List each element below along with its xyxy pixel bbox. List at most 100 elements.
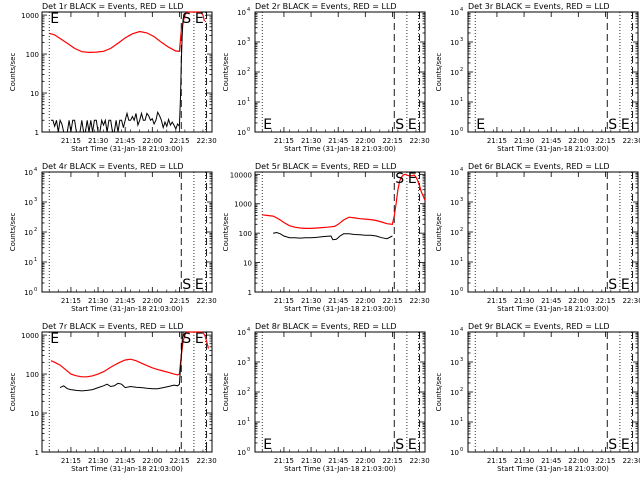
plot-frame	[254, 171, 426, 293]
event-marker-e: E	[195, 277, 204, 293]
x-tick-label: 22:30	[196, 457, 216, 465]
detector-panel-1: Det 1r BLACK = Events, RED = LLD 1 10 100 10…	[9, 2, 217, 153]
y-tick-label: 10	[237, 449, 246, 457]
y-tick-exponent: 1	[460, 257, 463, 263]
y-axis-label: Counts/sec	[435, 373, 443, 412]
event-marker-s: S	[395, 171, 404, 187]
y-tick-label: 10	[450, 199, 459, 207]
y-axis-label: Counts/sec	[222, 53, 230, 92]
x-tick-label: 22:30	[622, 137, 640, 145]
y-tick-exponent: 4	[460, 327, 463, 333]
y-tick-exponent: 4	[460, 167, 463, 173]
y-tick-label: 10	[24, 199, 33, 207]
panel-title: Det 4r BLACK = Events, RED = LLD	[42, 162, 184, 171]
y-tick-label: 10	[237, 129, 246, 137]
x-tick-label: 21:30	[301, 137, 321, 145]
x-tick-label: 21:45	[328, 457, 348, 465]
y-tick-label: 10	[450, 289, 459, 297]
detector-panel-5: Det 5r BLACK = Events, RED = LLD 1 10 100 10…	[222, 162, 430, 313]
plot-frame	[41, 171, 213, 293]
x-tick-label: 22:15	[169, 297, 189, 305]
y-tick-label: 1000	[234, 201, 252, 209]
x-tick-label: 21:15	[61, 457, 81, 465]
y-tick-label: 10	[243, 260, 252, 268]
y-tick-exponent: 0	[460, 127, 463, 133]
x-axis-label: Start Time (31-Jan-18 21:03:00)	[497, 145, 609, 153]
event-marker-e: E	[476, 117, 485, 133]
x-tick-label: 22:15	[595, 297, 615, 305]
x-tick-label: 22:00	[142, 137, 162, 145]
x-tick-label: 22:00	[568, 457, 588, 465]
x-tick-label: 21:45	[115, 137, 135, 145]
y-tick-label: 10	[450, 99, 459, 107]
y-tick-label: 10	[450, 129, 459, 137]
plot-frame	[467, 331, 639, 453]
y-tick-exponent: 2	[460, 387, 463, 393]
y-tick-label: 10	[24, 259, 33, 267]
panel-title: Det 6r BLACK = Events, RED = LLD	[468, 162, 610, 171]
y-tick-label: 10	[237, 99, 246, 107]
x-axis-label: Start Time (31-Jan-18 21:03:00)	[284, 305, 396, 313]
y-tick-label: 10	[450, 69, 459, 77]
y-tick-exponent: 0	[460, 287, 463, 293]
y-tick-label: 100	[26, 371, 39, 379]
x-axis-label: Start Time (31-Jan-18 21:03:00)	[71, 465, 183, 473]
x-tick-label: 22:30	[409, 297, 429, 305]
x-tick-label: 21:30	[301, 457, 321, 465]
y-tick-label: 10	[24, 169, 33, 177]
y-tick-exponent: 0	[247, 127, 250, 133]
event-marker-e: E	[195, 331, 204, 347]
x-tick-label: 21:30	[514, 137, 534, 145]
x-tick-label: 21:30	[301, 297, 321, 305]
y-tick-exponent: 4	[247, 327, 250, 333]
x-tick-label: 21:30	[514, 297, 534, 305]
event-marker-e: E	[621, 117, 630, 133]
y-tick-label: 10	[237, 389, 246, 397]
x-tick-label: 22:15	[382, 457, 402, 465]
event-marker-e: E	[263, 437, 272, 453]
y-tick-exponent: 4	[247, 7, 250, 13]
x-tick-label: 21:45	[328, 297, 348, 305]
x-axis-label: Start Time (31-Jan-18 21:03:00)	[284, 465, 396, 473]
plot-frame	[41, 11, 213, 133]
x-tick-label: 22:30	[196, 297, 216, 305]
x-tick-label: 21:15	[61, 137, 81, 145]
y-tick-label: 1	[35, 129, 39, 137]
event-marker-s: S	[608, 437, 617, 453]
x-tick-label: 21:45	[328, 137, 348, 145]
y-tick-exponent: 4	[34, 167, 37, 173]
plot-frame	[254, 11, 426, 133]
x-tick-label: 22:00	[355, 457, 375, 465]
x-tick-label: 22:30	[622, 457, 640, 465]
y-tick-exponent: 3	[247, 37, 250, 43]
event-marker-e: E	[408, 117, 417, 133]
panel-title: Det 2r BLACK = Events, RED = LLD	[255, 2, 397, 11]
x-tick-label: 22:00	[568, 137, 588, 145]
x-tick-label: 22:00	[568, 297, 588, 305]
event-marker-e: E	[263, 117, 272, 133]
x-tick-label: 21:15	[487, 297, 507, 305]
x-axis-label: Start Time (31-Jan-18 21:03:00)	[71, 305, 183, 313]
y-tick-label: 100	[26, 51, 39, 59]
x-axis-label: Start Time (31-Jan-18 21:03:00)	[497, 305, 609, 313]
y-tick-label: 100	[239, 230, 252, 238]
series-line-events	[273, 231, 393, 241]
detector-panel-7: Det 7r BLACK = Events, RED = LLD 1 10 100 10…	[9, 322, 217, 473]
event-marker-e: E	[50, 331, 59, 347]
x-tick-label: 21:15	[487, 137, 507, 145]
y-axis-label: Counts/sec	[222, 373, 230, 412]
panel-title: Det 7r BLACK = Events, RED = LLD	[42, 322, 184, 331]
panel-title: Det 3r BLACK = Events, RED = LLD	[468, 2, 610, 11]
y-tick-label: 10	[450, 259, 459, 267]
y-tick-label: 10	[450, 359, 459, 367]
y-tick-label: 10	[237, 329, 246, 337]
y-tick-label: 10	[30, 90, 39, 98]
y-tick-label: 10	[450, 9, 459, 17]
x-tick-label: 21:15	[274, 457, 294, 465]
y-tick-exponent: 0	[460, 447, 463, 453]
y-tick-label: 10	[237, 39, 246, 47]
